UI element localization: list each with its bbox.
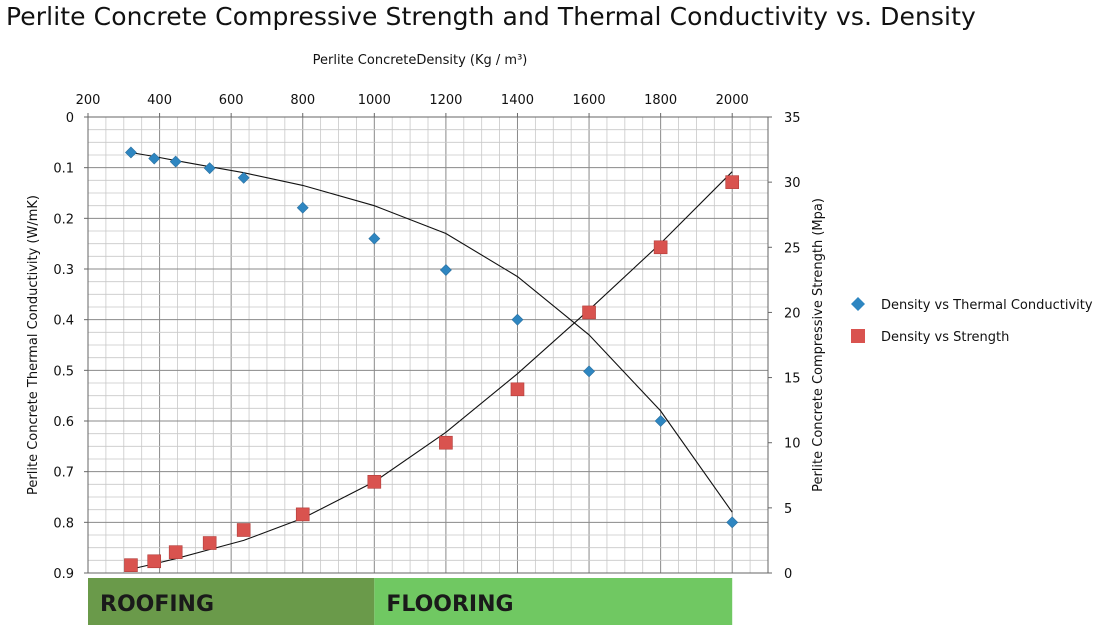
x-tick-label: 200: [76, 93, 101, 108]
x-tick-label: 1800: [644, 93, 677, 108]
point-strength: [725, 175, 740, 189]
y-left-tick-label: 0.6: [53, 415, 74, 430]
trendline-right: [130, 171, 733, 570]
point-thermal-conductivity: [125, 146, 137, 159]
x-tick-label: 1000: [358, 93, 391, 108]
y-right-tick-label: 25: [784, 241, 801, 256]
y-right-tick-label: 30: [784, 176, 801, 191]
x-tick-label: 2000: [716, 93, 749, 108]
point-thermal-conductivity: [237, 171, 250, 184]
legend-diamond-icon: [851, 297, 865, 311]
y-left-tick-label: 0.8: [53, 516, 74, 531]
y-left-tick-label: 0.1: [53, 162, 74, 177]
point-thermal-conductivity: [439, 264, 452, 276]
chart-title: Perlite Concrete Compressive Strength an…: [6, 2, 976, 31]
legend-label: Density vs Strength: [881, 330, 1009, 345]
x-axis-title: Perlite ConcreteDensity (Kg / m³): [313, 53, 528, 68]
point-thermal-conductivity: [654, 415, 667, 427]
point-thermal-conductivity: [148, 152, 161, 165]
point-strength: [168, 545, 183, 559]
x-tick-label: 400: [147, 93, 172, 108]
point-strength: [236, 523, 251, 537]
y-right-tick-label: 5: [784, 502, 792, 517]
x-tick-label: 1400: [501, 93, 534, 108]
y-left-tick-label: 0.2: [53, 212, 74, 227]
legend-square-icon: [851, 329, 865, 343]
x-tick-label: 800: [290, 93, 315, 108]
y-right-tick-label: 10: [784, 437, 801, 452]
point-strength: [202, 536, 217, 550]
legend-label: Density vs Thermal Conductivity: [881, 298, 1093, 313]
point-thermal-conductivity: [169, 155, 182, 168]
y-left-tick-label: 0.3: [53, 263, 74, 278]
point-thermal-conductivity: [511, 313, 524, 326]
band-label-flooring: FLOORING: [386, 592, 513, 617]
band-label-roofing: ROOFING: [100, 592, 214, 617]
point-strength: [147, 554, 162, 569]
x-tick-label: 1200: [429, 93, 462, 108]
x-tick-label: 600: [219, 93, 244, 108]
point-strength: [124, 558, 138, 572]
band-roofing: [88, 578, 375, 625]
y-left-tick-label: 0.5: [53, 364, 74, 379]
x-tick-label: 1600: [573, 93, 606, 108]
point-thermal-conductivity: [368, 232, 381, 245]
point-strength: [510, 382, 525, 397]
point-strength: [367, 474, 382, 489]
y-left-tick-label: 0.9: [53, 567, 74, 582]
point-strength: [653, 240, 668, 255]
point-thermal-conductivity: [583, 365, 595, 378]
y-right-tick-label: 20: [784, 306, 801, 321]
point-strength: [439, 435, 453, 450]
y-right-axis-title: Perlite Concrete Compressive Strength (M…: [811, 198, 826, 492]
y-right-tick-label: 35: [784, 111, 801, 126]
point-thermal-conductivity: [726, 516, 739, 529]
point-strength: [295, 507, 310, 522]
y-left-axis-title: Perlite Concrete Thermal Conductivity (W…: [26, 195, 41, 495]
y-right-tick-label: 0: [784, 567, 792, 582]
plot-frame: [87, 116, 769, 574]
y-right-tick-label: 15: [784, 372, 801, 387]
band-flooring: [374, 578, 733, 625]
point-strength: [582, 305, 596, 320]
point-thermal-conductivity: [296, 201, 309, 214]
y-left-tick-label: 0.4: [53, 314, 74, 329]
y-left-tick-label: 0: [66, 111, 74, 126]
point-thermal-conductivity: [203, 162, 216, 175]
y-left-tick-label: 0.7: [53, 466, 74, 481]
